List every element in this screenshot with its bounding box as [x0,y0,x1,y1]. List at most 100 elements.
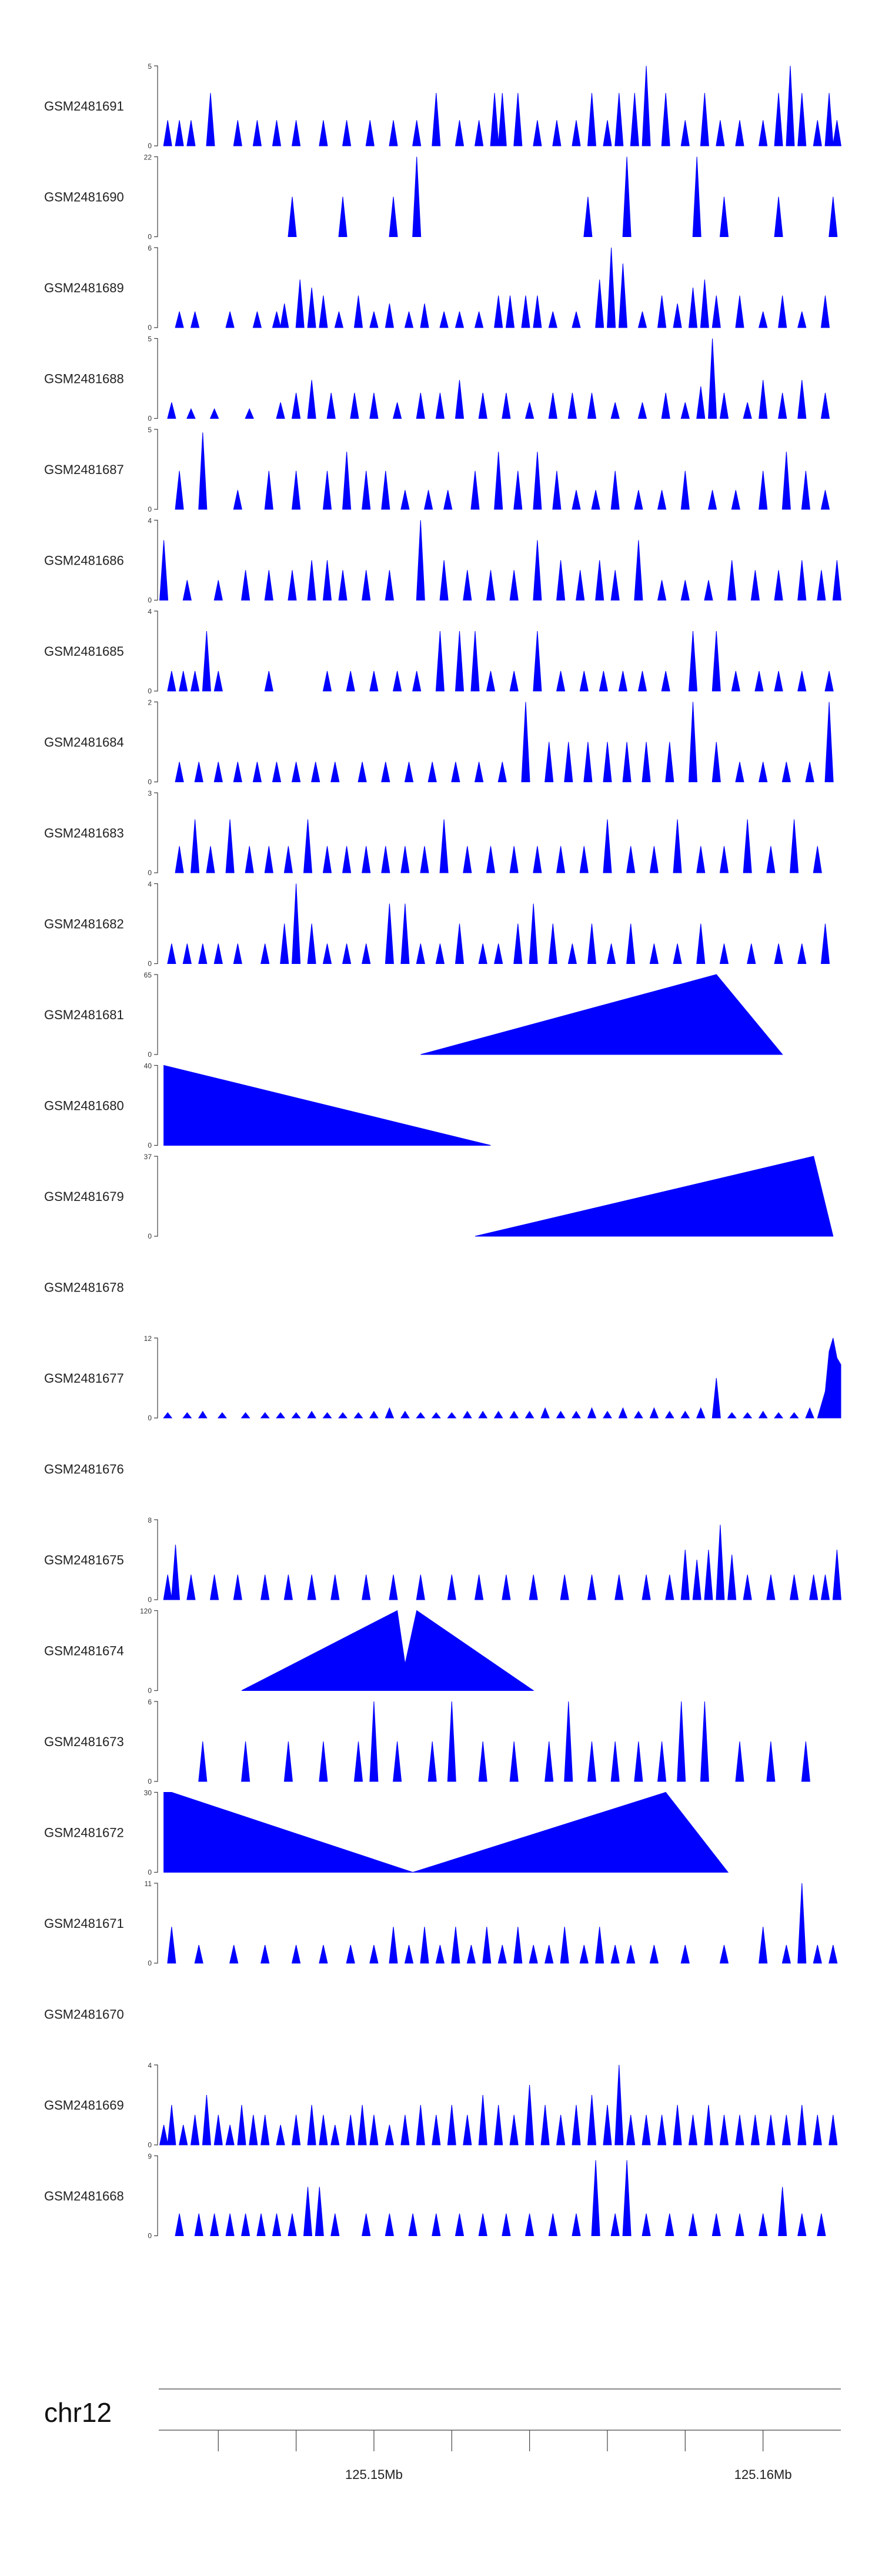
coverage-peak-2 [389,196,398,237]
coverage-peak-17 [548,392,557,419]
coverage-peak-16 [513,1927,523,1964]
coverage-peak-23 [680,580,690,600]
coverage-peak-19 [583,742,593,782]
coverage-peak-25 [731,670,740,692]
coverage-peak-26 [754,670,764,692]
coverage-peak-25 [727,560,737,600]
track-GSM2481689: GSM2481689 6 0 [44,244,830,332]
coverage-peak-16 [560,1574,569,1600]
coverage-peak-10 [276,2124,285,2145]
coverage-peak-15 [416,1412,426,1419]
coverage-peak-7 [307,1574,316,1600]
coverage-peak-16 [358,2104,367,2145]
coverage-peak-6 [283,1574,293,1600]
coverage-peak-33 [614,2064,624,2145]
coverage-peak-2 [179,2124,188,2145]
coverage-peak-21 [595,1927,604,1964]
coverage-peak-20 [579,846,589,873]
coverage-peak-22 [524,1410,534,1419]
coverage-peak-30 [824,702,834,782]
track-label: GSM2481689 [44,281,124,295]
coverage-peak-25 [665,2213,674,2236]
coverage-peak-12 [385,2213,395,2236]
coverage-peak-18 [700,1701,709,1782]
coverage-peak-35 [727,1412,737,1419]
coverage-peak-30 [820,1574,830,1600]
coverage-peak-19 [599,670,609,692]
track-label: GSM2481679 [44,1189,124,1204]
coverage-peak-14 [486,570,496,600]
coverage-peak-1 [198,432,208,510]
coverage-peak-2 [198,1410,208,1419]
coverage-peak-29 [824,670,834,692]
coverage-peak-7 [292,120,301,146]
track-GSM2481684: GSM2481684 2 0 [44,699,834,786]
coverage-peak-8 [319,120,328,146]
y-axis [154,65,158,146]
coverage-peak-5 [322,471,332,510]
coverage-peak-16 [657,1741,667,1782]
coverage-peak-22 [657,580,667,600]
track-GSM2481687: GSM2481687 5 0 [44,426,830,513]
coverage-peak-21 [637,670,647,692]
coverage-peak-44 [781,2114,791,2145]
coverage-peak-0 [167,402,176,419]
coverage-peak-11 [404,762,414,782]
coverage-peak-37 [820,295,830,328]
coverage-peak-7 [346,670,355,692]
track-label: GSM2481687 [44,462,124,477]
coverage-peak-31 [774,943,783,964]
coverage-peak-31 [587,2094,597,2145]
coverage-peak-8 [369,670,379,692]
coverage-peak-21 [548,923,557,964]
coverage-peak-15 [634,1741,643,1782]
coverage-peak-8 [774,196,783,237]
coverage-peak-40 [719,2114,729,2145]
coverage-peak-1 [338,196,348,237]
coverage-peak-14 [439,819,449,873]
coverage-peak-4 [353,1741,363,1782]
coverage-peak-14 [502,1574,511,1600]
coverage-peak-9 [404,1944,414,1964]
coverage-peak-25 [572,1410,581,1419]
coverage-peak-29 [673,303,682,328]
coverage-peak-28 [759,380,768,419]
y-tick-max: 5 [148,62,152,71]
coverage-peak-13 [455,380,465,419]
coverage-peak-0 [159,540,169,600]
track-GSM2481680: GSM2481680 40 0 [44,1062,491,1150]
coverage-peak-4 [583,196,593,237]
y-tick-min: 0 [148,1959,152,1967]
coverage-peak-12 [307,2104,316,2145]
coverage-peak-42 [750,2114,760,2145]
track-label: GSM2481674 [44,1644,124,1659]
coverage-peak-3 [319,1741,328,1782]
y-tick-max: 65 [144,971,152,979]
coverage-peak-9 [392,670,402,692]
y-tick-max: 22 [144,154,152,162]
coverage-peak-5 [288,570,297,600]
y-tick-max: 4 [148,2061,152,2070]
y-axis [154,610,158,692]
track-label: GSM2481673 [44,1734,124,1749]
coverage-peak-18 [544,1944,554,1964]
coverage-peak-11 [435,630,445,692]
coverage-peak-4 [240,2213,250,2236]
track-label: GSM2481688 [44,372,124,386]
coverage-peak-15 [502,392,511,419]
coverage-peak-16 [486,846,496,873]
coverage-peak-13 [587,1741,597,1782]
coverage-peak-22 [447,2104,456,2145]
coverage-peak-25 [727,1554,737,1600]
coverage-peak-26 [735,762,744,782]
coverage-area [817,1337,841,1419]
coverage-peak-4 [233,943,242,964]
coverage-peak-21 [657,490,667,510]
coverage-peak-21 [680,1549,690,1600]
track-label: GSM2481669 [44,2098,124,2113]
track-GSM2481685: GSM2481685 4 0 [44,608,834,695]
coverage-peak-1 [194,2213,203,2236]
coverage-peak-26 [781,452,791,510]
coverage-area [475,1156,834,1237]
coverage-peak-8 [447,1701,456,1782]
